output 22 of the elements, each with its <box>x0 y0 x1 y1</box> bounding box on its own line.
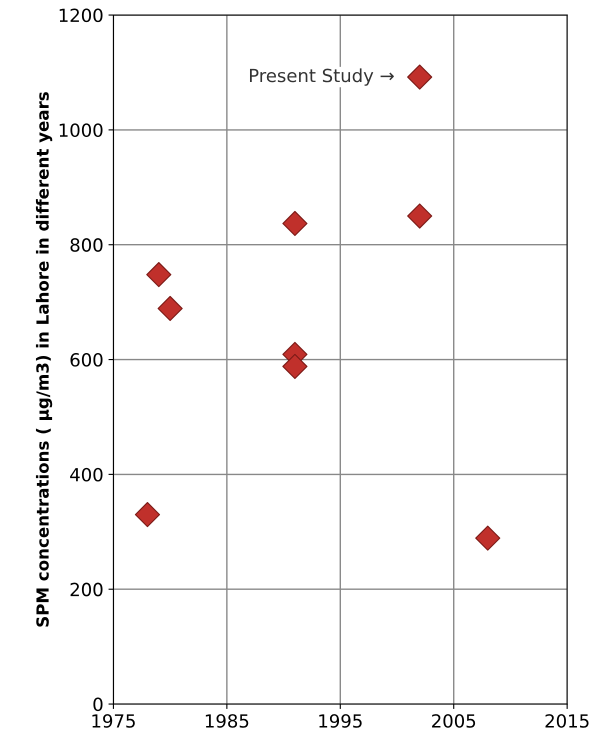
point <box>146 262 172 288</box>
y-tick-label: 200 <box>70 582 103 596</box>
x-tick-label: 2015 <box>545 714 589 728</box>
point <box>407 64 432 90</box>
y-tick-label: 1200 <box>60 8 103 22</box>
y-axis-title: SPM concentrations ( µg/m3) in Lahore in different years <box>36 92 52 627</box>
y-tick-label: 800 <box>70 238 103 252</box>
annotation: Present Study → <box>250 68 394 86</box>
x-tick-label: 2005 <box>432 714 476 728</box>
x-tick-label: 1985 <box>206 714 248 728</box>
x-tick-label: 1995 <box>319 714 362 728</box>
y-tick-label: 0 <box>93 698 103 712</box>
point <box>475 526 500 551</box>
point <box>158 296 183 322</box>
y-tick-label: 600 <box>70 353 103 367</box>
point <box>282 354 308 380</box>
y-tick-label: 1000 <box>60 123 103 138</box>
y-tick-label: 400 <box>70 468 103 482</box>
x-tick-label: 1975 <box>92 714 135 728</box>
point <box>134 502 160 528</box>
point <box>282 210 308 236</box>
point <box>407 203 432 229</box>
